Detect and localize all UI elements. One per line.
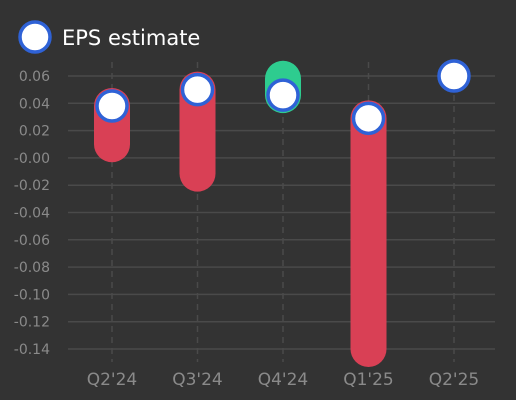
- y-tick-label: 0.06: [19, 69, 50, 85]
- x-tick-label: Q1'25: [343, 370, 394, 390]
- y-tick-label: -0.12: [14, 315, 50, 331]
- y-tick-label: 0.02: [19, 124, 50, 140]
- y-tick-label: -0.06: [14, 233, 50, 249]
- y-tick-label: -0.10: [14, 287, 50, 303]
- marker-layer: [95, 59, 471, 136]
- legend-marker: [18, 20, 52, 54]
- grid-layer: 0.06 0.04 0.02 -0.00 -0.02 -0.04 -0.06 -0.08 -0.…: [14, 62, 495, 390]
- legend-label: EPS estimate: [62, 26, 200, 50]
- x-tick-label: Q4'24: [258, 370, 309, 390]
- estimate-marker: [266, 78, 300, 112]
- estimate-marker: [351, 101, 386, 136]
- estimate-marker: [437, 59, 471, 93]
- x-tick-label: Q3'24: [172, 370, 223, 390]
- estimate-marker: [95, 89, 129, 123]
- y-tick-label: 0.04: [19, 96, 50, 112]
- y-tick-label: -0.04: [14, 206, 50, 222]
- y-tick-label: -0.02: [14, 178, 50, 194]
- y-tick-label: -0.00: [14, 151, 50, 167]
- range-bar: [350, 100, 387, 367]
- legend: EPS estimate: [18, 20, 200, 54]
- y-tick-label: -0.14: [14, 342, 50, 358]
- estimate-marker: [180, 72, 215, 107]
- y-tick-label: -0.08: [14, 260, 50, 276]
- x-tick-label: Q2'25: [429, 370, 480, 390]
- x-tick-label: Q2'24: [87, 370, 138, 390]
